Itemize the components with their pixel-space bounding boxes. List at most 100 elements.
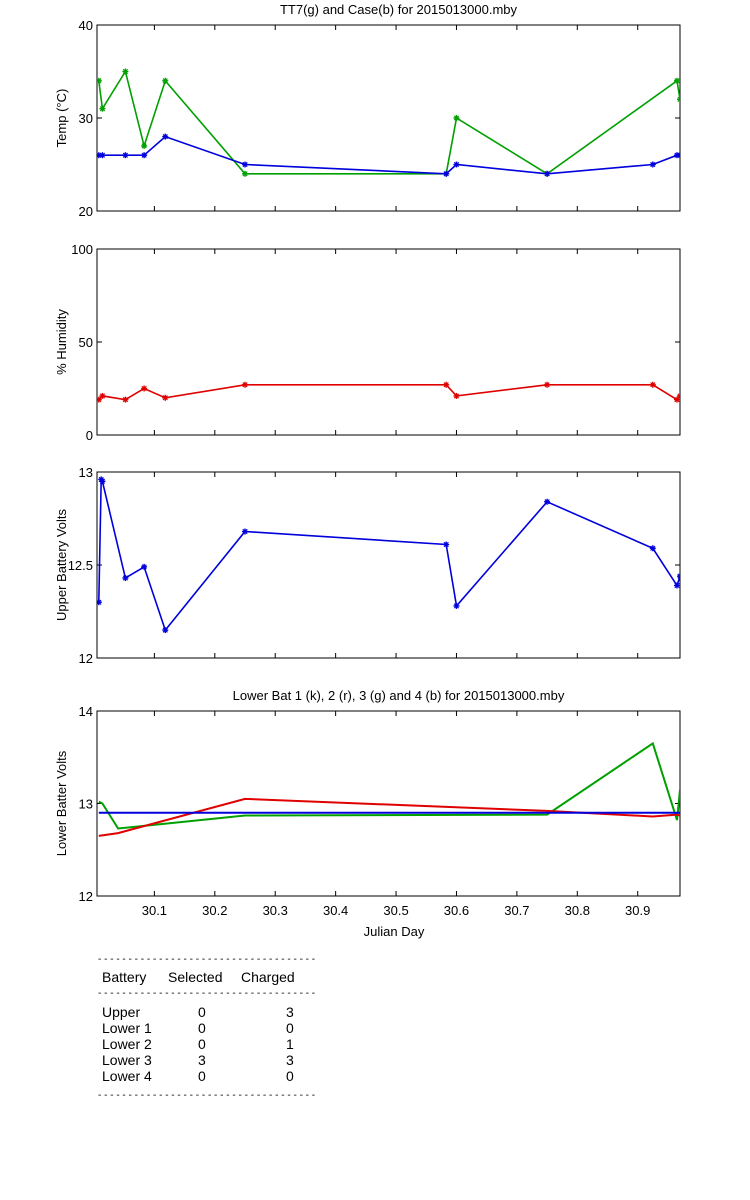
lower-battery-panel: 30.1 30.2 30.3 30.4 30.5 30.6 30.7 30.8 30.9 12 13…	[54, 688, 681, 939]
data-point-marker	[443, 381, 450, 388]
table-header-row: Battery Selected Charged	[98, 969, 318, 985]
upper-battery-series-0	[97, 476, 680, 634]
data-point-marker	[122, 68, 129, 75]
data-point-marker-stroke	[162, 395, 168, 401]
y-tick-label: 13	[79, 797, 93, 812]
table-row: Lower 2 0 1	[98, 1036, 318, 1052]
temp-y-axis-label: Temp (°C)	[54, 89, 69, 148]
lower-battery-series-0	[98, 741, 680, 830]
data-point-marker	[242, 161, 249, 168]
x-tick-label: 30.6	[444, 903, 469, 918]
data-point-marker	[453, 392, 460, 399]
data-point-marker-stroke	[453, 115, 460, 121]
data-point-marker	[141, 142, 148, 149]
header-battery: Battery	[102, 969, 147, 985]
data-point-marker	[141, 563, 148, 570]
battery-charged: 3	[286, 1004, 294, 1020]
data-point-marker	[677, 573, 680, 580]
battery-charged: 0	[286, 1068, 294, 1084]
battery-name: Lower 4	[102, 1068, 152, 1084]
y-tick-label: 12	[79, 651, 93, 666]
data-point-marker-stroke	[99, 152, 106, 158]
humidity-plot-frame	[96, 248, 681, 436]
lower-battery-series-1	[98, 797, 680, 837]
table-divider-bottom: - - - - - - - - - - - - - - - - - - - - …	[98, 1090, 318, 1101]
temp-series-line	[98, 135, 680, 175]
y-tick-label: 13	[79, 465, 93, 480]
y-tick-label: 12	[79, 889, 93, 904]
data-point-marker-stroke	[544, 382, 550, 388]
data-point-marker	[162, 627, 169, 634]
data-point-marker-stroke	[141, 143, 147, 149]
data-point-marker-stroke	[544, 171, 550, 177]
header-charged: Charged	[241, 969, 295, 985]
data-point-marker	[453, 161, 460, 168]
temp-plot-frame	[96, 24, 681, 212]
data-point-marker	[141, 385, 148, 392]
data-point-marker	[242, 381, 249, 388]
battery-name: Upper	[102, 1004, 141, 1020]
data-point-marker-stroke	[677, 98, 680, 103]
data-point-marker	[453, 115, 460, 121]
data-point-marker	[99, 105, 106, 112]
data-point-marker	[453, 602, 460, 609]
plots-canvas: 20 30 40 Temp (°C) TT7(g) and Case(b) for 20…	[54, 2, 681, 939]
lower-battery-plot-frame	[96, 710, 681, 897]
humidity-panel: 0 50 100 % Humidity	[54, 242, 681, 443]
data-point-marker	[97, 77, 102, 84]
table-row: Lower 3 3 3	[98, 1052, 318, 1068]
battery-charged: 1	[286, 1036, 294, 1052]
y-tick-label: 0	[86, 428, 93, 443]
lower-battery-series-line	[98, 797, 680, 837]
data-point-marker-stroke	[674, 582, 680, 589]
battery-selected: 0	[198, 1020, 206, 1036]
upper-battery-y-axis-label: Upper Battery Volts	[54, 509, 69, 621]
temp-series-line	[98, 69, 680, 175]
data-point-marker	[544, 498, 551, 505]
data-point-marker-stroke	[453, 603, 460, 609]
data-point-marker-stroke	[677, 395, 680, 399]
x-tick-label: 30.9	[625, 903, 650, 918]
battery-selected: 0	[198, 1068, 206, 1084]
data-point-marker-stroke	[453, 393, 460, 399]
data-point-marker	[122, 575, 129, 582]
data-point-marker-stroke	[677, 575, 680, 579]
data-point-marker-stroke	[162, 627, 168, 633]
temp-series-0	[97, 68, 680, 177]
data-point-marker	[242, 170, 249, 177]
data-point-marker-stroke	[674, 78, 680, 84]
lower-battery-series-line	[98, 741, 680, 830]
y-tick-label: 30	[79, 111, 93, 126]
data-point-marker	[649, 545, 656, 552]
data-point-marker-stroke	[443, 171, 449, 177]
data-point-marker-stroke	[677, 154, 680, 158]
data-point-marker-stroke	[97, 599, 102, 605]
battery-charged: 0	[286, 1020, 294, 1036]
battery-charged: 3	[286, 1052, 294, 1068]
upper-battery-series-line	[98, 476, 680, 632]
data-point-marker-stroke	[122, 397, 129, 403]
data-point-marker-stroke	[122, 68, 129, 75]
x-tick-label: 30.7	[504, 903, 529, 918]
data-point-marker	[242, 528, 249, 535]
data-point-marker-stroke	[122, 575, 129, 581]
data-point-marker-stroke	[122, 152, 129, 158]
y-tick-label: 20	[79, 204, 93, 219]
data-point-marker-stroke	[650, 545, 656, 551]
y-tick-label: 12.5	[68, 558, 93, 573]
data-point-marker	[544, 381, 551, 388]
temp-series-1	[97, 133, 680, 177]
x-tick-label: 30.3	[263, 903, 288, 918]
data-point-marker-stroke	[99, 106, 106, 112]
data-point-marker-stroke	[677, 573, 680, 578]
upper-battery-panel: 12 12.5 13 Upper Battery Volts	[54, 465, 681, 666]
data-point-marker	[443, 170, 450, 177]
data-point-marker	[97, 396, 102, 403]
data-point-marker-stroke	[141, 564, 147, 570]
battery-selected: 0	[198, 1004, 206, 1020]
x-tick-label: 30.5	[383, 903, 408, 918]
data-point-marker	[141, 152, 148, 159]
humidity-series-line	[98, 383, 680, 401]
x-tick-label: 30.8	[565, 903, 590, 918]
x-tick-label: 30.2	[202, 903, 227, 918]
